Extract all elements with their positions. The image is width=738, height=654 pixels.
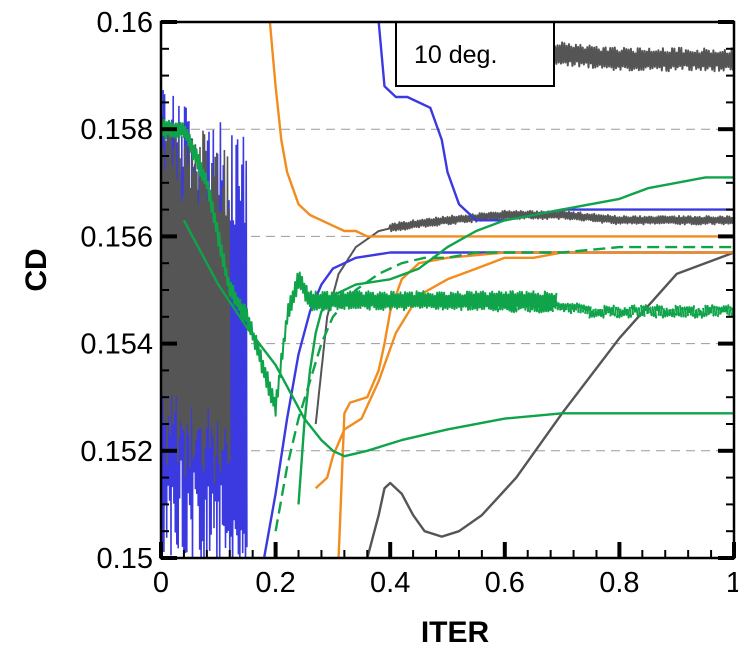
y-tick-label: 0.15 bbox=[97, 543, 153, 575]
series-line-orange-6 bbox=[314, 251, 734, 490]
series-line-green-10 bbox=[274, 245, 734, 532]
x-tick-label: 0.6 bbox=[485, 567, 525, 599]
y-tick-label: 0.152 bbox=[80, 436, 153, 468]
series-line-orange-5 bbox=[268, 22, 734, 238]
series-group bbox=[161, 22, 734, 558]
x-tick-label: 0.4 bbox=[370, 567, 410, 599]
plot-background bbox=[161, 22, 734, 558]
series-line-green-8 bbox=[297, 176, 734, 505]
y-tick-label: 0.156 bbox=[80, 221, 153, 253]
series-line-green-12 bbox=[161, 118, 558, 417]
tick-labels: 0.15 0.152 0.154 0.156 0.158 0.16 0 0.2 0.4 0.6 0.… bbox=[80, 7, 738, 599]
x-tick-label: 1 bbox=[726, 567, 738, 599]
y-axis-title: CD bbox=[20, 248, 53, 291]
annotation-text: 10 deg. bbox=[414, 41, 497, 69]
x-tick-label: 0.8 bbox=[599, 567, 639, 599]
x-tick-label: 0 bbox=[153, 567, 169, 599]
y-tick-label: 0.154 bbox=[80, 329, 153, 361]
transient-blue-line bbox=[161, 89, 248, 558]
x-tick-label: 0.2 bbox=[255, 567, 295, 599]
series-line-gray-1 bbox=[366, 251, 734, 558]
transient-gray-line bbox=[161, 118, 231, 484]
series-line-green-9 bbox=[182, 219, 734, 458]
annotation-box: 10 deg. bbox=[395, 21, 555, 87]
x-axis-title: ITER bbox=[421, 616, 490, 649]
series-line-blue-3 bbox=[377, 22, 734, 222]
axis-ticks bbox=[159, 20, 736, 560]
y-tick-label: 0.158 bbox=[80, 114, 153, 146]
series-line-gray-2 bbox=[543, 41, 734, 73]
y-tick-label: 0.16 bbox=[97, 7, 153, 39]
annotation-frame bbox=[395, 21, 555, 87]
